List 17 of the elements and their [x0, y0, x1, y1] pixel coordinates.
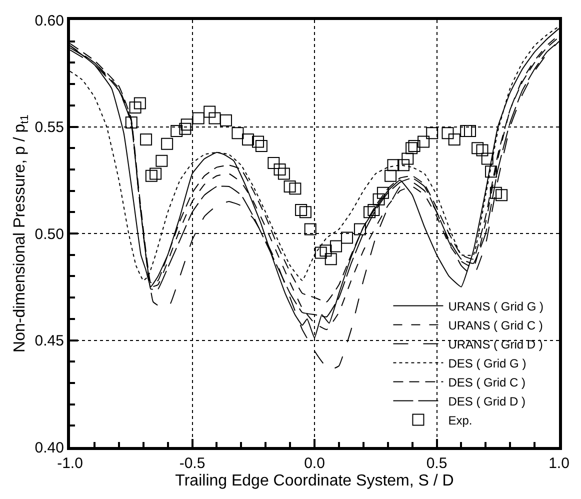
legend-label: Exp.: [448, 413, 472, 428]
x-tick-label: 0.0: [304, 455, 325, 472]
legend-label: URANS ( Grid G ): [448, 299, 544, 314]
y-tick-label: 0.50: [34, 226, 64, 243]
legend-label: DES ( Grid G ): [448, 356, 526, 370]
x-tick-label: -1.0: [57, 455, 83, 472]
x-tick-label: 1.0: [548, 455, 570, 472]
legend-label: URANS ( Grid C ): [448, 318, 543, 332]
y-tick-label: 0.60: [34, 12, 64, 30]
legend-label: DES ( Grid C ): [448, 375, 526, 390]
y-tick-label: 0.55: [34, 119, 64, 136]
legend-label: DES ( Grid D ): [448, 394, 526, 408]
x-tick-label: -0.5: [179, 455, 206, 472]
x-axis-title: Trailing Edge Coordinate System, S / D: [175, 472, 454, 490]
x-tick-label: 0.5: [426, 455, 448, 472]
y-tick-label: 0.45: [34, 332, 64, 350]
y-tick-label: 0.40: [34, 439, 64, 456]
